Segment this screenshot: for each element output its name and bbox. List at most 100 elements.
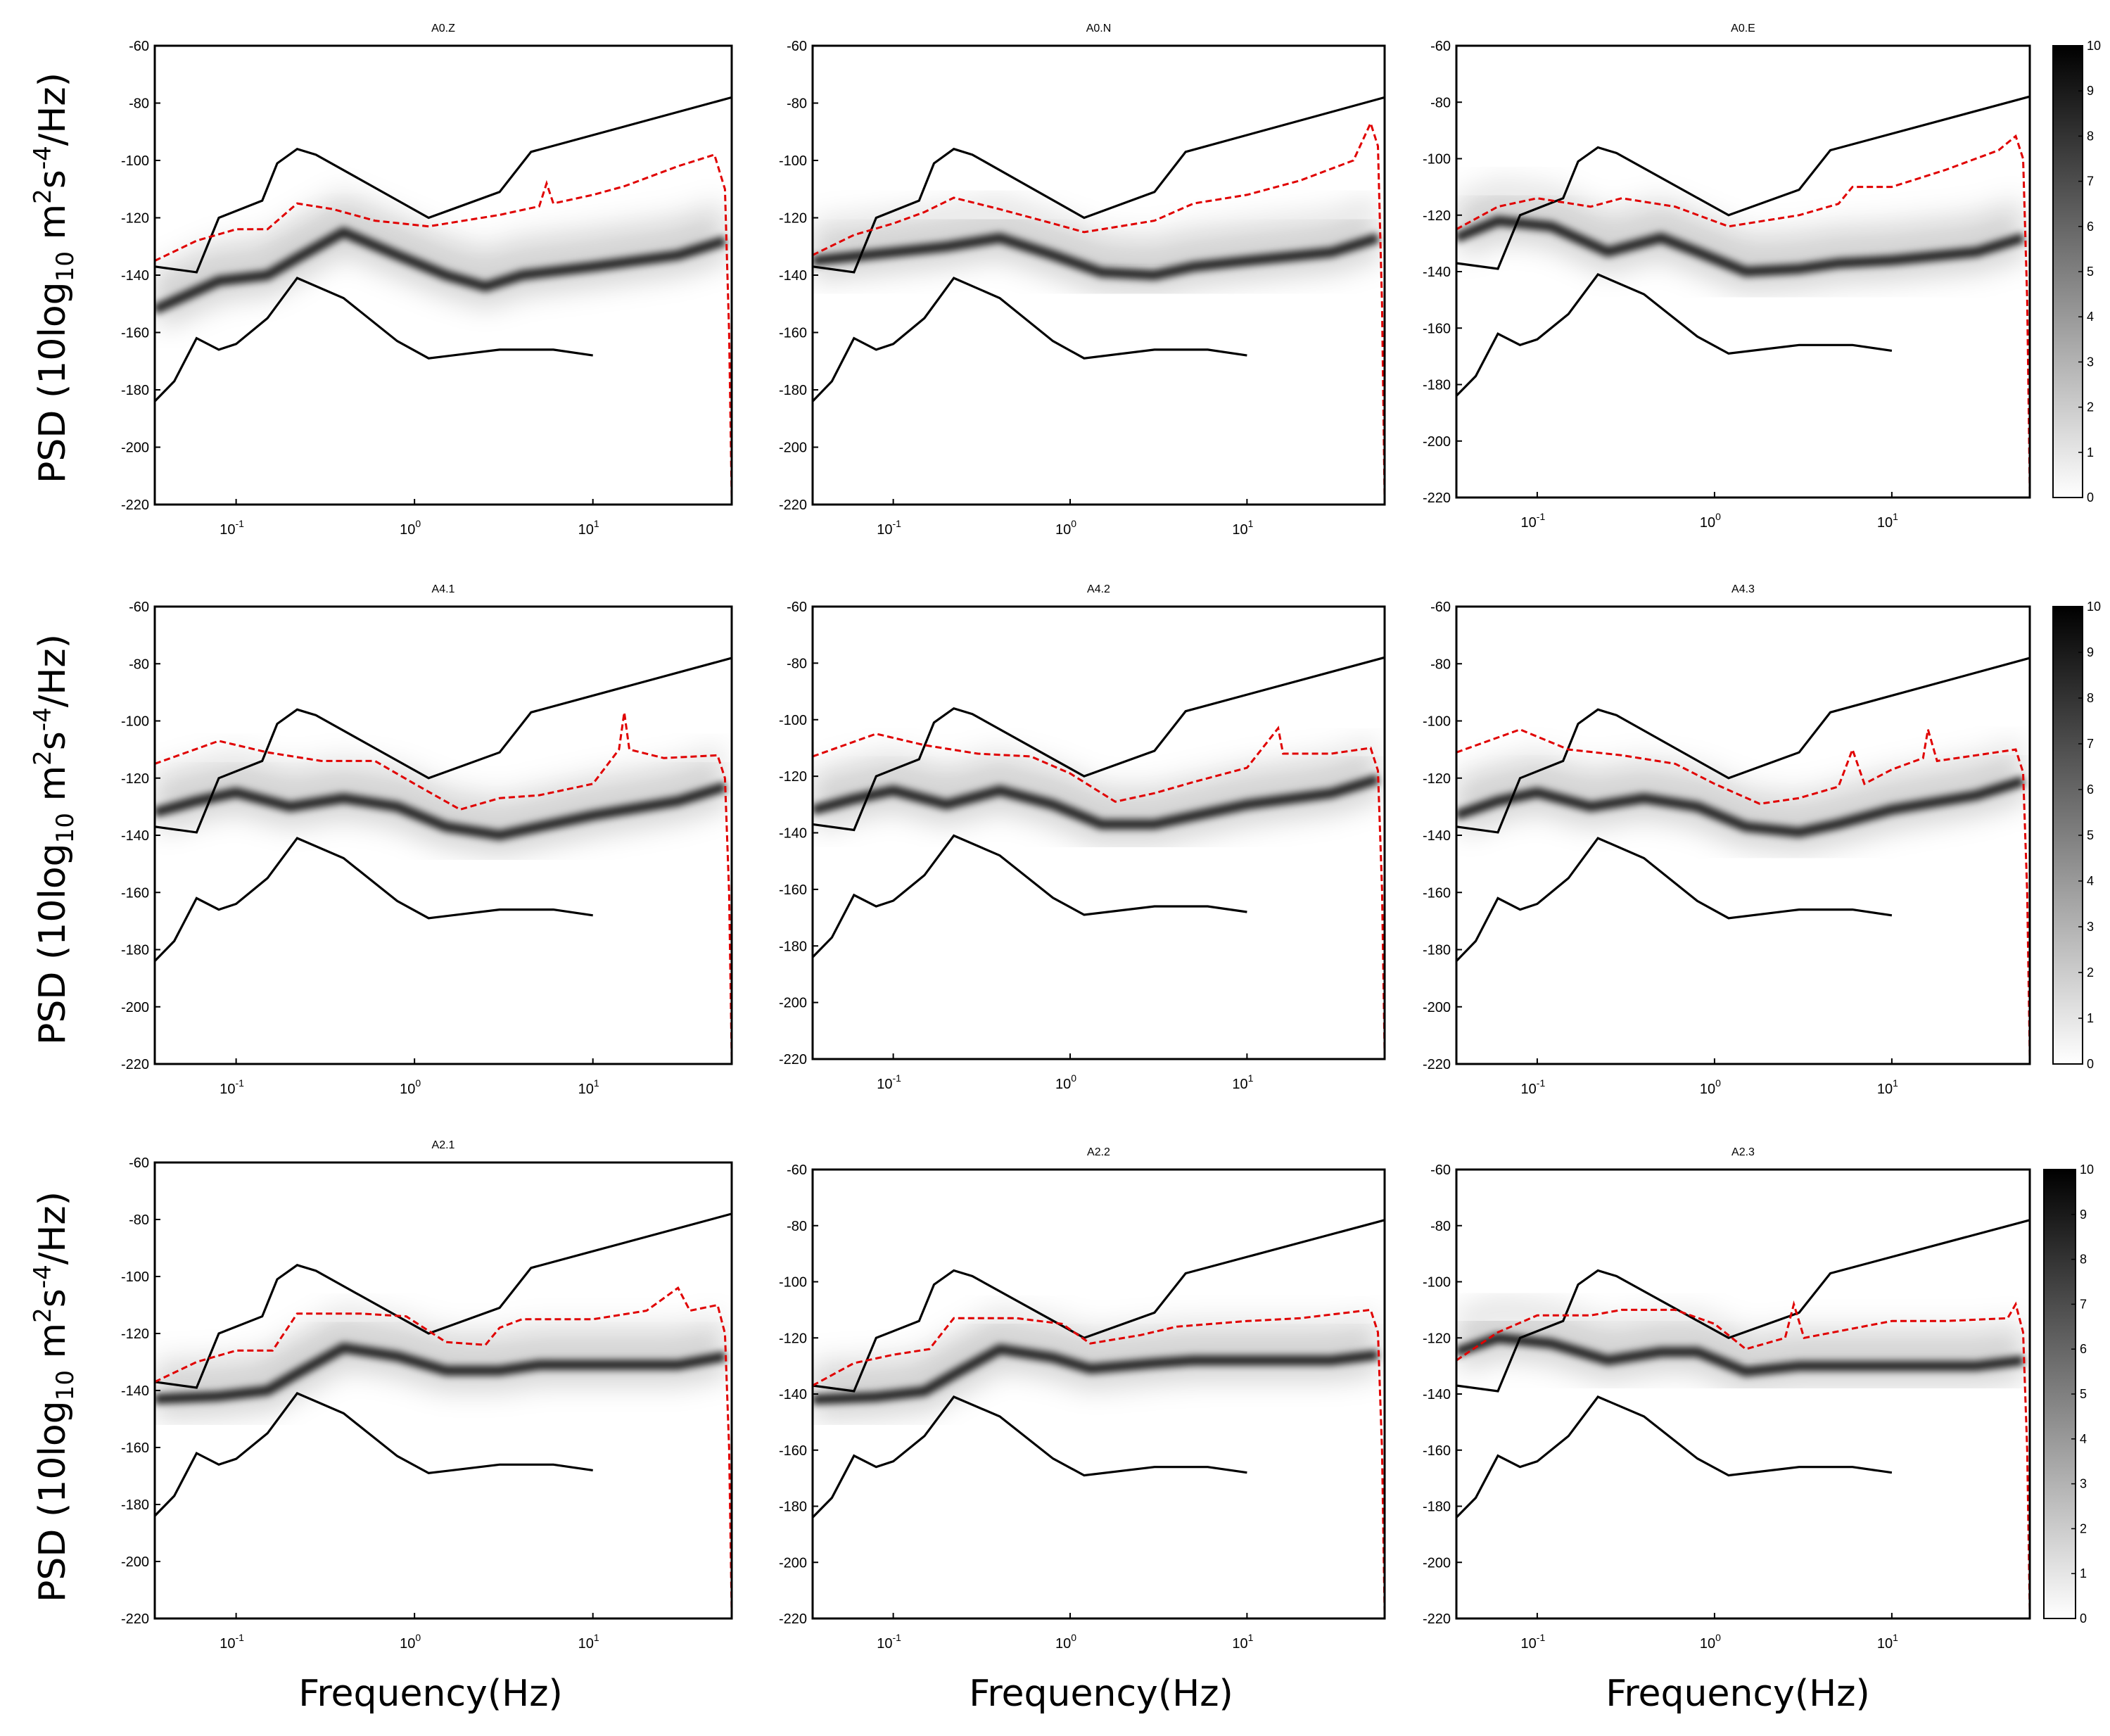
x-tick-label: 101 <box>1877 1077 1898 1097</box>
y-tick-label: -220 <box>1423 1057 1451 1072</box>
x-tick-label: 101 <box>1877 1632 1898 1652</box>
x-tick-label: 101 <box>578 518 599 538</box>
plot-content <box>1456 95 2030 493</box>
x-tick-label: 100 <box>1700 1632 1721 1652</box>
y-tick-label: -120 <box>121 1326 149 1342</box>
y-tick-label: -60 <box>129 39 149 54</box>
y-tick-label: -140 <box>779 1387 807 1402</box>
y-tick-label: -220 <box>121 498 149 513</box>
y-tick-label: -220 <box>779 1052 807 1067</box>
colorbar-tick-label: 4 <box>2087 874 2094 888</box>
colorbar-tick-label: 10 <box>2087 39 2101 53</box>
xlabel-col1: Frequency(Hz) <box>298 1673 563 1715</box>
y-tick-label: -140 <box>1423 828 1451 844</box>
y-tick-label: -180 <box>121 1497 149 1513</box>
nhnm-line <box>813 656 1385 832</box>
nhnm-line <box>1456 95 2030 270</box>
density-spread <box>813 1307 1380 1386</box>
density-spread <box>155 189 730 294</box>
median-psd-line <box>155 153 732 499</box>
density-ridge <box>813 1344 1379 1405</box>
colorbar-tick-label: 0 <box>2080 1611 2087 1626</box>
median-psd-line <box>155 1286 732 1613</box>
plot-content <box>813 1219 1385 1614</box>
y-tick-label: -140 <box>779 268 807 284</box>
nhnm-line <box>813 1219 1385 1393</box>
density-ridge <box>155 1343 726 1405</box>
y-tick-label: -120 <box>779 769 807 785</box>
colorbars: 0 1 2 3 4 5 6 7 8 9 10 0 1 2 3 4 5 6 7 8 9 10 0 1 2 3 4 5 6 7 8 9 10 <box>2043 39 2101 1626</box>
colorbar-tick-label: 0 <box>2087 490 2094 505</box>
y-tick-label: -160 <box>779 882 807 898</box>
plot-area <box>1456 1170 2030 1618</box>
panel-a4-3: A4.3 -60 -80 -100 -120 -140 -160 -180 -200 -220 10… <box>1423 583 2031 1097</box>
colorbar-tick-label: 0 <box>2087 1057 2094 1071</box>
x-tick-label: 100 <box>1055 1072 1076 1092</box>
colorbar-tick-label: 4 <box>2087 310 2094 324</box>
colorbar-tick-label: 3 <box>2087 355 2094 369</box>
plot-content <box>813 656 1385 1054</box>
nlnm-line <box>1456 1395 1893 1519</box>
y-tick-label: -100 <box>779 1275 807 1291</box>
x-tick-label: 10-1 <box>877 1072 901 1092</box>
y-tick-label: -180 <box>121 383 149 398</box>
colorbar-tick-label: 7 <box>2080 1297 2087 1311</box>
y-tick-label: -100 <box>121 714 149 730</box>
panel-title: A4.2 <box>1087 583 1110 595</box>
x-tick-label: 100 <box>400 1077 421 1097</box>
y-tick-label: -200 <box>1423 1555 1451 1571</box>
colorbar-tick-label: 9 <box>2087 84 2094 98</box>
y-tick-label: -60 <box>129 600 149 615</box>
y-tick-label: -80 <box>787 96 807 112</box>
x-tick-label: 100 <box>400 1632 421 1652</box>
colorbar-tick-label: 1 <box>2087 445 2094 460</box>
x-tick-label: 10-1 <box>1521 511 1546 531</box>
colorbar-tick-label: 8 <box>2087 129 2094 143</box>
colorbar-tick-label: 1 <box>2087 1011 2094 1025</box>
median-psd-line <box>1456 728 2030 1058</box>
y-tick-label: -160 <box>121 885 149 901</box>
nhnm-line <box>1456 657 2030 834</box>
y-tick-label: -140 <box>121 1383 149 1399</box>
colorbar-tick-label: 7 <box>2087 175 2094 189</box>
y-tick-label: -200 <box>121 1554 149 1570</box>
colorbar-tick-label: 5 <box>2080 1387 2087 1401</box>
density-ridge <box>1456 776 2025 837</box>
y-tick-label: -180 <box>779 1500 807 1515</box>
y-tick-label: -160 <box>121 1440 149 1456</box>
density-ridge <box>813 233 1380 280</box>
nlnm-line <box>1456 837 1893 962</box>
y-tick-label: -200 <box>121 1000 149 1015</box>
density-spread <box>155 1305 727 1385</box>
panel-title: A4.3 <box>1731 583 1755 595</box>
xlabel-col2: Frequency(Hz) <box>969 1673 1233 1715</box>
x-tick-label: 100 <box>1055 1632 1076 1652</box>
panels: A0.Z -60 -80 -100 -120 -140 -160 -180 -200 -220 10… <box>121 23 2031 1652</box>
x-tick-label: 100 <box>1700 511 1721 531</box>
panel-a4-2: A4.2 -60 -80 -100 -120 -140 -160 -180 -200 -220 10… <box>779 583 1386 1092</box>
plot-content <box>155 657 732 1058</box>
colorbar-gradient <box>2043 1169 2076 1619</box>
density-ridge <box>155 227 727 315</box>
density-ridge <box>813 774 1380 830</box>
y-tick-label: -160 <box>1423 321 1451 336</box>
x-tick-label: 10-1 <box>220 1632 244 1652</box>
y-tick-label: -160 <box>1423 885 1451 901</box>
nlnm-line <box>155 837 593 962</box>
y-tick-label: -180 <box>1423 378 1451 393</box>
colorbar-tick-label: 5 <box>2087 828 2094 842</box>
nlnm-line <box>155 1392 593 1517</box>
median-psd-line <box>155 712 732 1058</box>
density-spread <box>1456 739 2028 818</box>
y-tick-label: -220 <box>1423 1611 1451 1627</box>
colorbar-tick-label: 9 <box>2087 645 2094 659</box>
x-tick-label: 101 <box>1232 1072 1253 1092</box>
y-tick-label: -180 <box>779 939 807 954</box>
colorbar-gradient <box>2052 606 2083 1065</box>
y-tick-label: -80 <box>787 656 807 671</box>
ylabel-row2: PSD (10log10 m2s-4/Hz) <box>29 634 80 1045</box>
y-tick-label: -120 <box>1423 208 1451 224</box>
y-tick-label: -80 <box>129 96 149 112</box>
colorbar-tick-label: 8 <box>2087 691 2094 705</box>
colorbar-tick-label: 5 <box>2087 265 2094 279</box>
